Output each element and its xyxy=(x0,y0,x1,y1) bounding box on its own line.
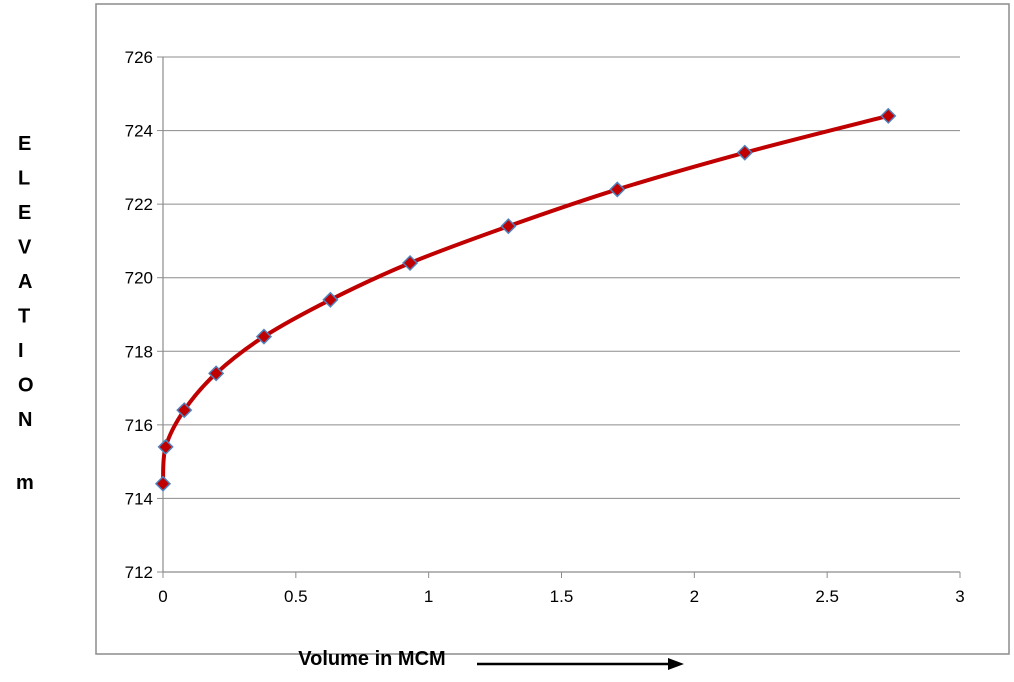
x-tick-label: 0 xyxy=(158,587,167,606)
data-point xyxy=(255,328,273,345)
y-axis-title-letter: I xyxy=(18,340,24,362)
data-point xyxy=(208,365,225,382)
y-axis-title-letter: O xyxy=(18,375,34,397)
x-tick-label: 2 xyxy=(690,587,699,606)
y-axis-title-letter: E xyxy=(18,133,31,155)
data-point xyxy=(736,144,753,161)
data-point xyxy=(176,402,193,419)
x-tick-label: 0.5 xyxy=(284,587,308,606)
x-tick-label: 2.5 xyxy=(815,587,839,606)
y-tick-label: 712 xyxy=(125,563,153,582)
data-point xyxy=(322,291,339,308)
data-point xyxy=(880,107,897,124)
y-tick-label: 720 xyxy=(125,269,153,288)
y-axis-title-letter: L xyxy=(18,168,30,190)
tick-labels: 712 714 716 718 720 722 724 726 0 0.5 1 1.5 2 2.5 3 xyxy=(125,48,965,606)
data-point xyxy=(402,254,419,272)
y-tick-label: 724 xyxy=(125,122,153,141)
data-point xyxy=(154,475,172,492)
y-axis-title-letter: E xyxy=(18,202,31,224)
x-tick-label: 3 xyxy=(955,587,964,606)
axes xyxy=(157,56,961,578)
y-axis-title-letter: A xyxy=(18,271,32,293)
y-axis-unit: m xyxy=(16,472,34,494)
data-point xyxy=(500,218,517,235)
y-axis-title-letter: N xyxy=(18,409,32,431)
y-tick-label: 722 xyxy=(125,195,153,214)
series-line xyxy=(161,113,889,484)
arrow-right-icon xyxy=(477,658,684,670)
data-point xyxy=(157,438,174,455)
y-tick-label: 726 xyxy=(125,48,153,67)
grid-lines xyxy=(163,56,960,573)
x-tick-label: 1 xyxy=(424,587,433,606)
data-series xyxy=(154,107,897,492)
x-axis-title-group: Volume in MCM xyxy=(298,648,684,670)
data-point xyxy=(609,181,626,198)
x-axis-title: Volume in MCM xyxy=(298,648,445,670)
y-axis-title-letter: T xyxy=(18,306,30,328)
x-tick-label: 1.5 xyxy=(550,587,574,606)
y-tick-label: 716 xyxy=(125,416,153,435)
chart-area-border xyxy=(95,3,1010,655)
y-axis-title-letter: V xyxy=(18,237,32,259)
y-tick-label: 718 xyxy=(125,342,153,361)
y-tick-label: 714 xyxy=(125,489,153,508)
